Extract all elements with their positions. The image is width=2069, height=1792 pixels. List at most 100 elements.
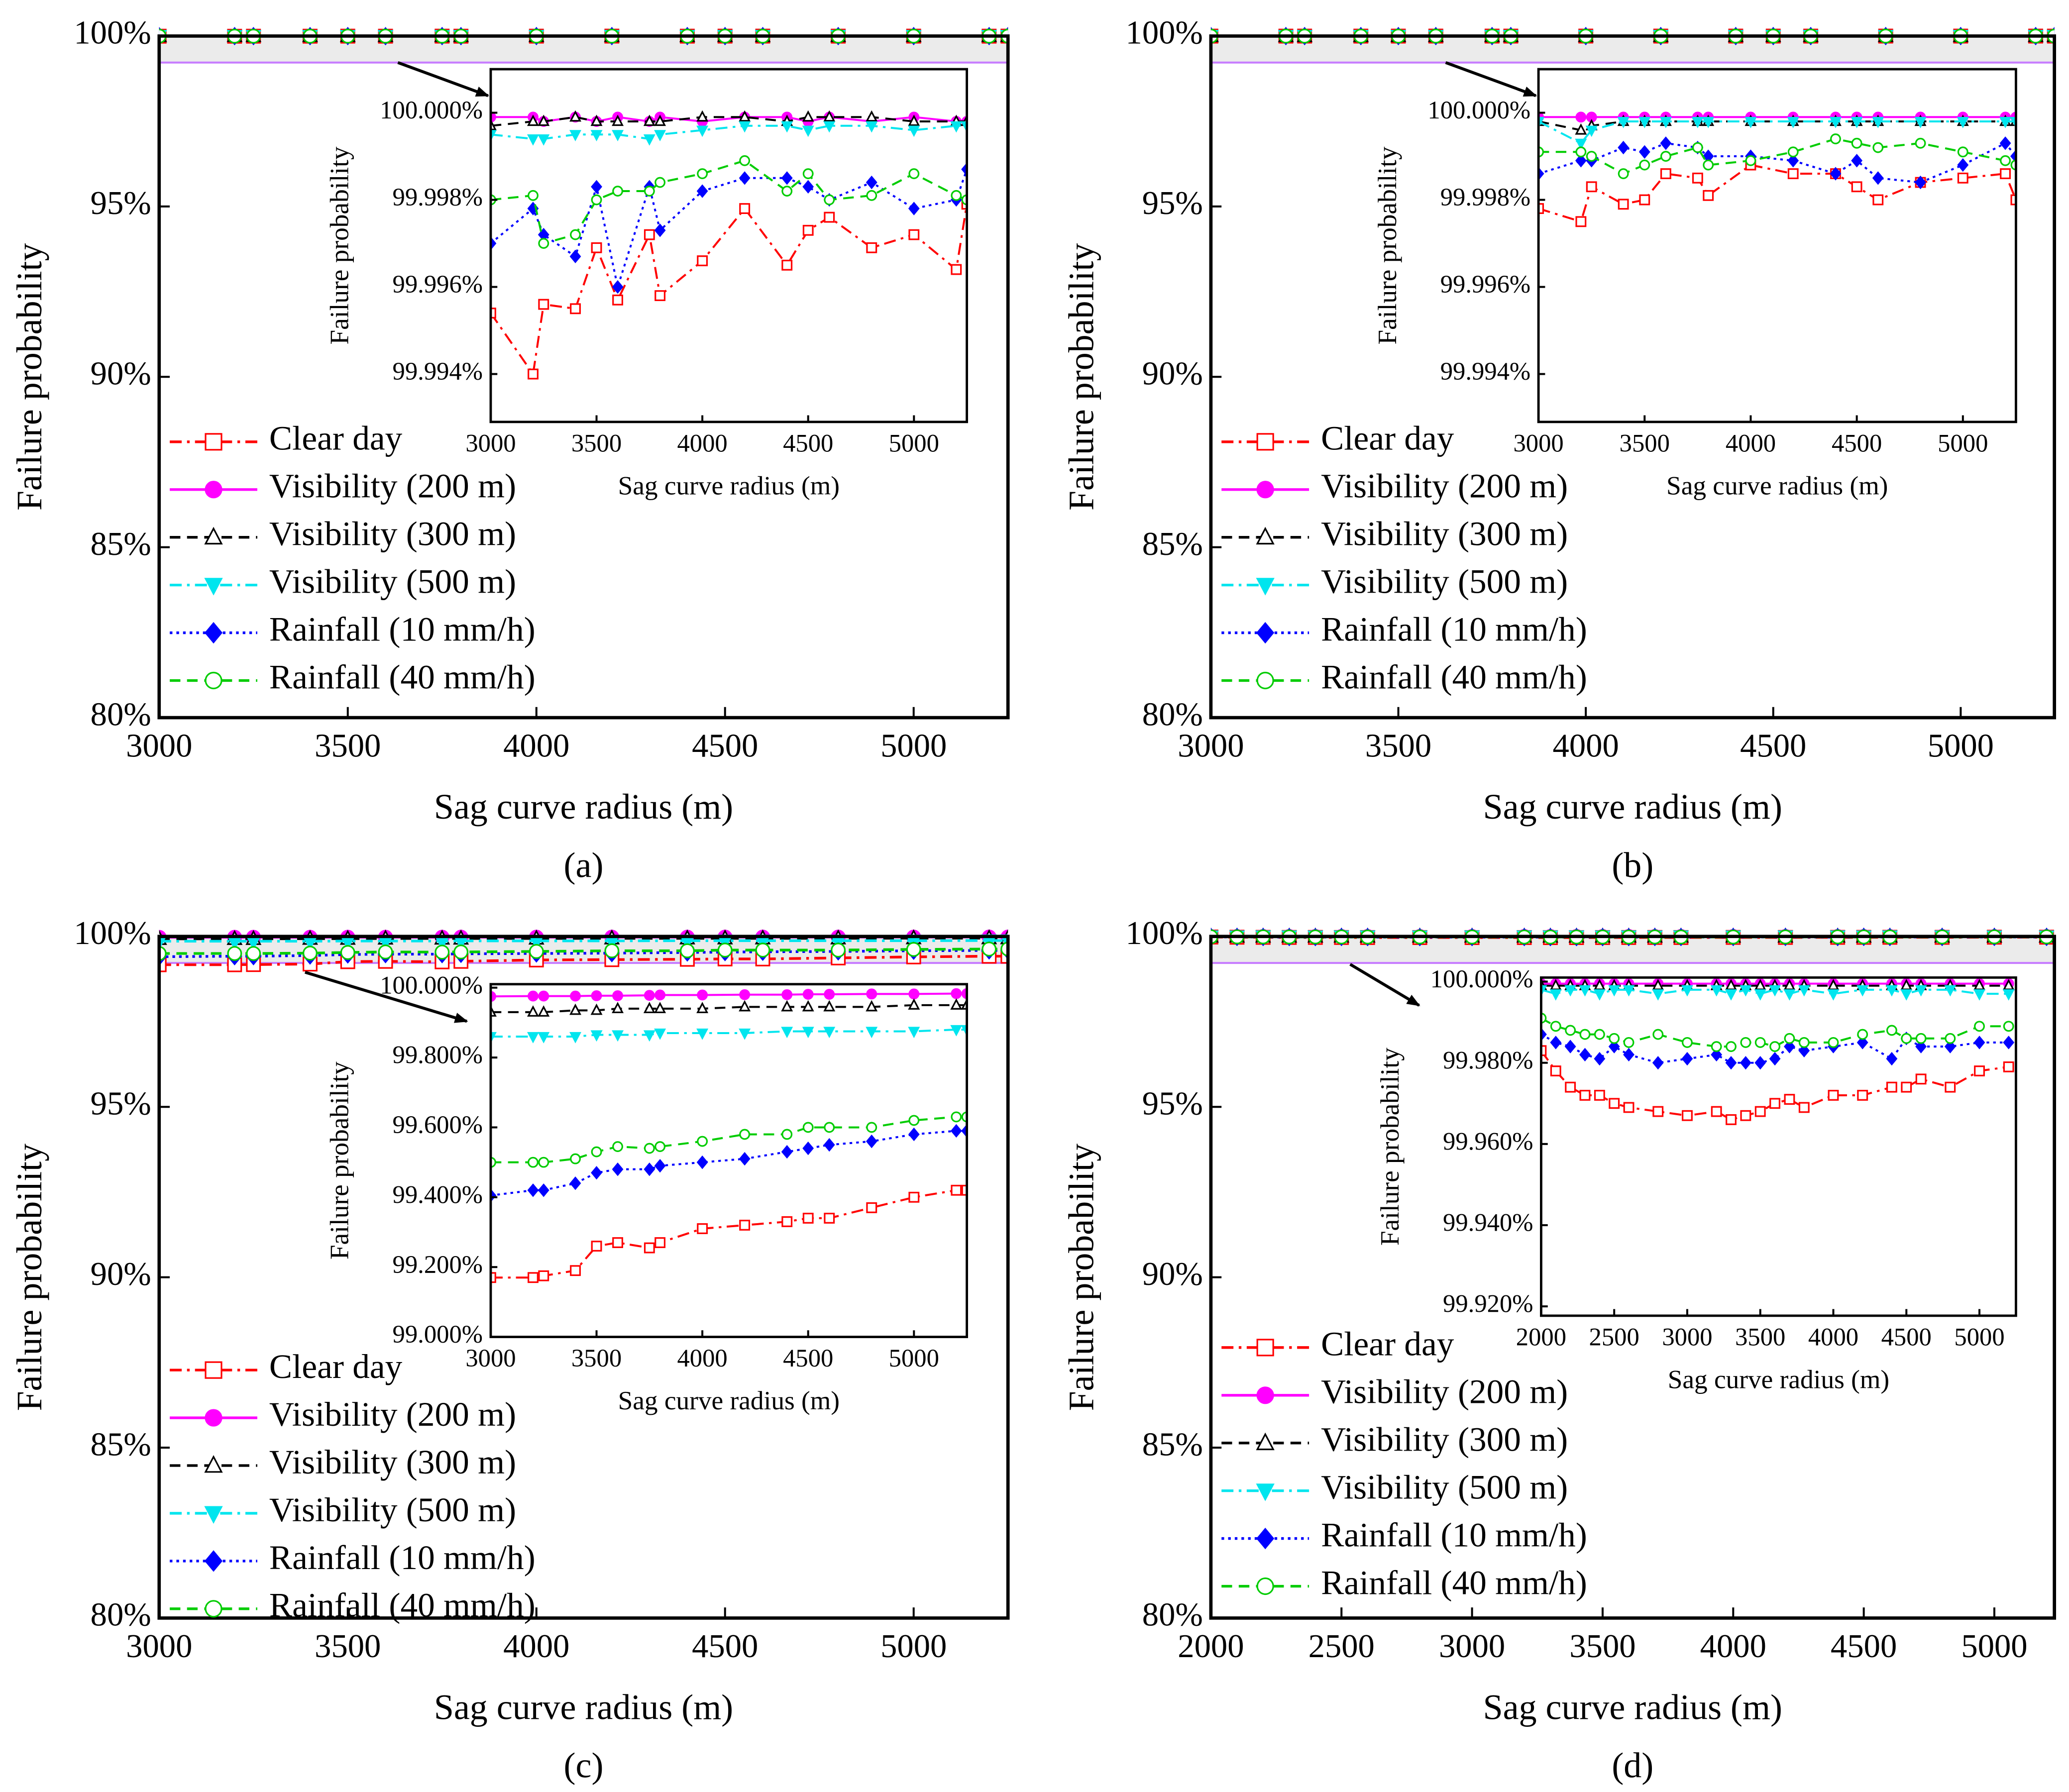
- legend-label: Clear day: [269, 419, 403, 457]
- legend-label: Rainfall (10 mm/h): [1321, 610, 1587, 648]
- y-tick-label: 95%: [91, 1085, 151, 1122]
- marker: [802, 125, 814, 137]
- marker: [1564, 1040, 1576, 1054]
- marker: [908, 1127, 920, 1142]
- x-tick-label: 3000: [126, 728, 192, 764]
- marker: [1945, 1081, 1956, 1093]
- marker: [303, 946, 318, 961]
- x-axis-label: Sag curve radius (m): [618, 1386, 840, 1415]
- x-tick-label: 4000: [1553, 728, 1619, 764]
- marker: [1851, 154, 1863, 168]
- y-tick-label: 99.994%: [1440, 357, 1530, 385]
- x-tick-label: 4500: [1832, 429, 1882, 457]
- y-tick-label: 99.996%: [1440, 270, 1530, 298]
- marker: [951, 988, 962, 999]
- legend-marker: [1256, 1339, 1274, 1357]
- marker: [1617, 116, 1630, 128]
- marker: [781, 1000, 793, 1012]
- y-tick-label: 99.000%: [393, 1320, 483, 1348]
- marker: [1725, 989, 1737, 1001]
- marker: [866, 1000, 878, 1012]
- marker: [802, 1000, 814, 1012]
- legend-label: Visibility (300 m): [1321, 1420, 1568, 1459]
- marker: [1565, 1025, 1576, 1036]
- marker: [1586, 181, 1597, 193]
- marker: [680, 943, 695, 958]
- marker: [527, 134, 539, 146]
- marker: [644, 990, 655, 1001]
- marker: [1538, 203, 1544, 214]
- marker: [950, 1124, 962, 1138]
- series-group: [1538, 111, 2016, 227]
- panel-label: (d): [1612, 1746, 1653, 1786]
- x-tick-label: 5000: [1961, 1628, 2027, 1665]
- legend-marker: [1256, 1386, 1274, 1404]
- axes-frame: [1209, 34, 2057, 720]
- legend-marker: [1256, 433, 1274, 451]
- marker: [591, 1165, 602, 1180]
- plot-background: [1541, 977, 2016, 1316]
- marker: [569, 249, 581, 264]
- marker: [1609, 1098, 1620, 1109]
- marker: [1575, 216, 1587, 227]
- y-tick-label: 99.600%: [393, 1111, 483, 1139]
- marker: [643, 1002, 655, 1013]
- marker: [569, 130, 581, 141]
- marker: [802, 1212, 814, 1224]
- marker: [654, 1002, 666, 1013]
- marker: [1681, 1052, 1693, 1066]
- marker: [1828, 1037, 1839, 1048]
- marker: [1579, 1090, 1591, 1101]
- y-tick-label: 100%: [74, 15, 151, 51]
- marker: [866, 110, 878, 122]
- marker: [824, 1212, 835, 1224]
- marker: [1638, 116, 1651, 128]
- x-tick-label: 3500: [1365, 728, 1431, 764]
- y-tick-label: 85%: [1142, 526, 1203, 562]
- axes-frame: [157, 34, 1010, 720]
- legend-marker: [205, 433, 222, 451]
- x-tick-label: 3500: [1735, 1323, 1785, 1351]
- y-tick-label: 99.800%: [393, 1041, 483, 1069]
- marker: [612, 1237, 623, 1248]
- marker: [1769, 1098, 1781, 1109]
- marker: [590, 1030, 603, 1042]
- marker: [1660, 151, 1671, 162]
- marker: [1585, 125, 1598, 137]
- marker: [612, 1030, 624, 1042]
- marker: [950, 1025, 963, 1037]
- marker: [654, 114, 666, 126]
- y-tick-label: 85%: [1142, 1426, 1203, 1463]
- marker: [1957, 116, 1969, 128]
- x-tick-label: 3500: [315, 728, 381, 764]
- marker: [1682, 1110, 1693, 1121]
- marker: [538, 990, 549, 1002]
- marker: [570, 1153, 581, 1164]
- x-tick-label: 4500: [783, 429, 833, 457]
- y-tick-label: 90%: [1142, 356, 1203, 392]
- x-tick-label: 2000: [1178, 1628, 1244, 1665]
- marker: [1652, 1029, 1664, 1040]
- marker: [1565, 1081, 1576, 1093]
- marker: [908, 168, 920, 179]
- marker: [1886, 1081, 1897, 1093]
- marker: [1623, 1037, 1634, 1048]
- marker: [654, 989, 666, 1001]
- marker: [802, 1122, 814, 1133]
- marker: [570, 1265, 581, 1276]
- x-tick-label: 4000: [677, 1344, 728, 1372]
- x-tick-label: 4500: [1831, 1628, 1897, 1665]
- marker: [866, 1122, 877, 1133]
- marker: [1857, 1029, 1868, 1040]
- y-axis-label: Failure probability: [325, 1061, 354, 1260]
- y-tick-label: 99.996%: [393, 270, 483, 298]
- marker: [1973, 1036, 1985, 1050]
- x-tick-label: 5000: [889, 1344, 939, 1372]
- marker: [591, 990, 602, 1001]
- zoom-arrow: [1445, 61, 1537, 98]
- marker: [866, 242, 877, 253]
- marker: [1784, 1094, 1795, 1105]
- marker: [697, 168, 708, 179]
